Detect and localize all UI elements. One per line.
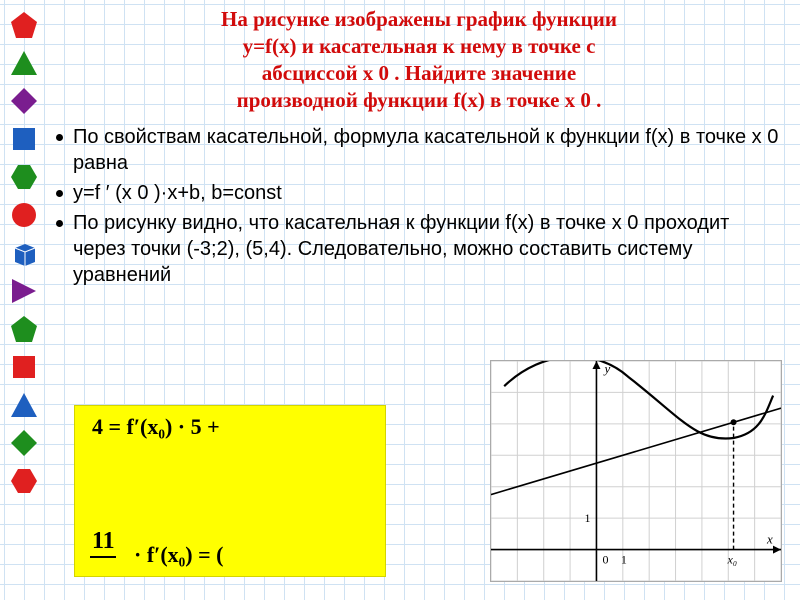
deco-shape-pentagon [9,10,39,40]
deco-shape-hexagon [9,466,39,496]
deco-shape-rhombus [9,428,39,458]
equation-line-2: · f′(x₀) = ( [134,542,223,568]
deco-shape-square [9,352,39,382]
deco-shape-rhombus [9,86,39,116]
bullet-dot [56,134,63,141]
deco-shape-hexagon [9,162,39,192]
deco-shape-square [9,124,39,154]
deco-shape-triangle-up [9,390,39,420]
title-line: На рисунке изображены график функции [56,6,782,33]
svg-text:1: 1 [621,553,627,567]
decorative-shapes-column [4,4,44,496]
deco-shape-pentagon [9,314,39,344]
equation-line-2-tail: f′(x₀) = ( [147,542,224,567]
function-graph: 011yxx₀ [490,360,782,582]
bullet-text: y=f ′ (x 0 )·x+b, b=const [73,180,282,206]
bullet-text: По свойствам касательной, формула касате… [73,124,782,176]
equation-line-1: 4 = f′(x₀) · 5 + [92,414,220,440]
deco-shape-triangle-up [9,48,39,78]
title-line: производной функции f(x) в точке x 0 . [56,87,782,114]
svg-text:x₀: x₀ [727,553,738,567]
title-line: y=f(x) и касательная к нему в точке с [56,33,782,60]
bullet-text: По рисунку видно, что касательная к функ… [73,210,782,288]
slide-content: На рисунке изображены график функцииy=f(… [56,6,782,292]
svg-text:x: x [766,532,773,547]
svg-text:0: 0 [602,553,608,567]
bullet-dot [56,220,63,227]
bullet-item: y=f ′ (x 0 )·x+b, b=const [56,180,782,206]
title-line: абсциссой x 0 . Найдите значение [56,60,782,87]
bullet-dot [56,190,63,197]
deco-shape-triangle-right [9,276,39,306]
fraction-numerator: 11 [92,528,115,555]
bullet-item: По рисунку видно, что касательная к функ… [56,210,782,288]
bullet-item: По свойствам касательной, формула касате… [56,124,782,176]
svg-text:1: 1 [584,511,590,525]
bullet-list: По свойствам касательной, формула касате… [56,124,782,288]
deco-shape-circle [9,200,39,230]
slide-title: На рисунке изображены график функцииy=f(… [56,6,782,114]
deco-shape-cube [9,238,39,268]
fraction-bar [90,556,116,558]
